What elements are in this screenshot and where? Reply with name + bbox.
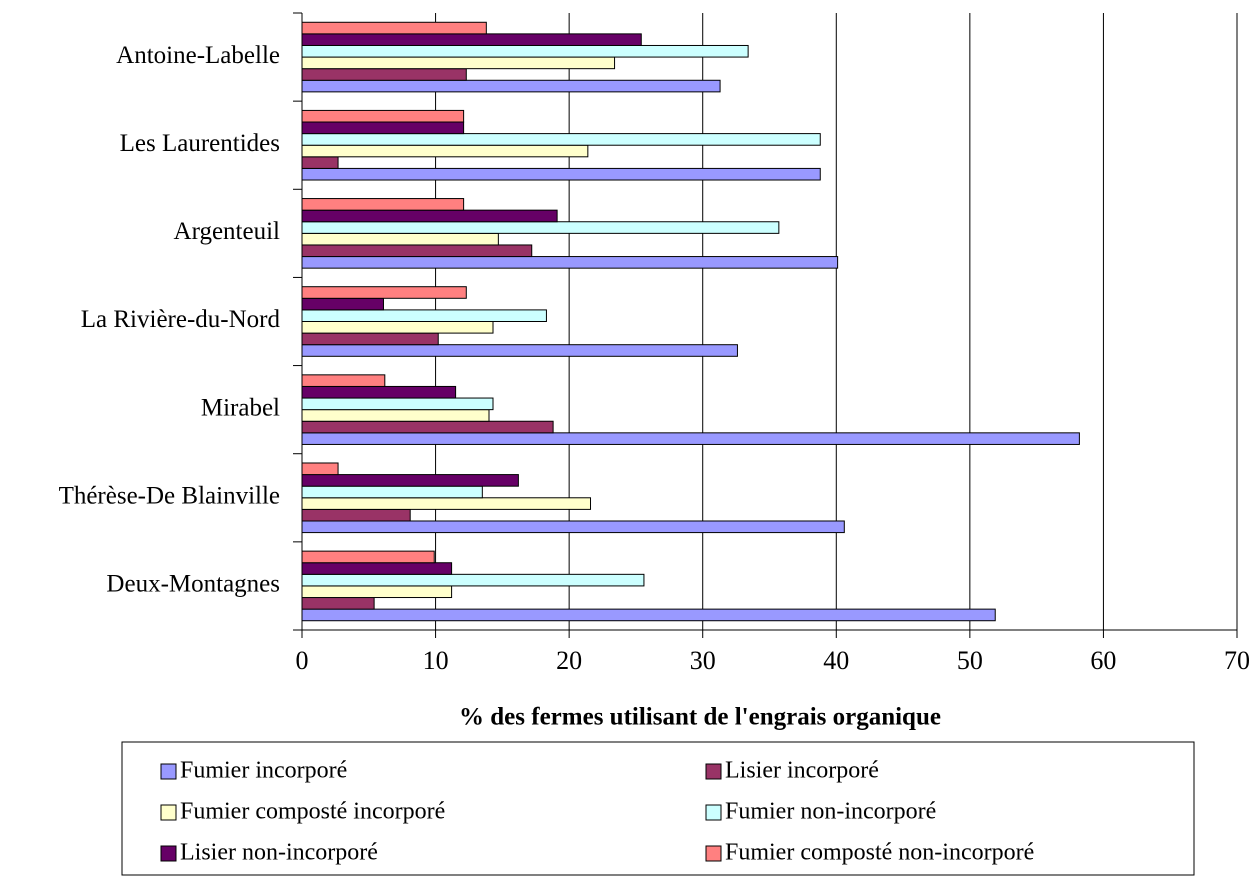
- bar: [301, 608, 996, 622]
- legend-swatch: [160, 804, 177, 821]
- x-tick-label: 40: [823, 646, 849, 675]
- x-tick-label: 20: [556, 646, 582, 675]
- bar: [301, 33, 642, 46]
- bar: [301, 420, 554, 434]
- bar: [301, 209, 558, 223]
- x-tick-label: 30: [690, 646, 716, 675]
- bar: [301, 585, 453, 599]
- bar: [301, 485, 483, 499]
- y-tick-label: Thérèse-De Blainville: [59, 483, 280, 510]
- legend-label: Fumier incorporé: [180, 758, 347, 784]
- bar: [301, 520, 845, 534]
- legend-swatch: [160, 763, 177, 780]
- legend-box: [121, 741, 1195, 876]
- bar: [301, 121, 465, 135]
- bar: [301, 462, 339, 476]
- x-tick-label: 60: [1090, 646, 1116, 675]
- bar: [301, 409, 490, 422]
- bar: [301, 109, 465, 123]
- bar: [301, 232, 499, 246]
- bar: [301, 68, 467, 81]
- y-tick-label: Antoine-Labelle: [116, 42, 280, 69]
- bar: [301, 573, 645, 587]
- bar: [301, 297, 384, 311]
- y-tick-label: La Rivière-du-Nord: [81, 306, 281, 333]
- legend-label: Lisier non-incorporé: [180, 840, 378, 866]
- bar: [301, 432, 1080, 445]
- legend-swatch: [705, 845, 722, 862]
- bar: [301, 309, 547, 322]
- bar: [301, 374, 386, 387]
- x-tick-label: 70: [1224, 646, 1250, 675]
- legend-label: Fumier non-incorporé: [725, 799, 936, 825]
- bar: [301, 79, 721, 93]
- bar: [301, 597, 375, 610]
- bar: [301, 397, 494, 411]
- y-tick-label: Les Laurentides: [120, 130, 280, 157]
- bar: [301, 497, 592, 510]
- bar: [301, 221, 780, 234]
- bar: [301, 344, 738, 357]
- bar: [301, 156, 339, 169]
- x-tick-label: 10: [423, 646, 449, 675]
- bar: [301, 21, 487, 35]
- x-tick-label: 50: [957, 646, 983, 675]
- bar: [301, 144, 589, 158]
- bar: [301, 321, 494, 334]
- bar: [301, 56, 616, 70]
- bar: [301, 550, 435, 564]
- bar: [301, 44, 749, 58]
- y-tick-label: Argenteuil: [174, 218, 281, 245]
- legend-swatch: [160, 845, 177, 862]
- legend-label: Fumier composté incorporé: [180, 799, 445, 825]
- bar: [301, 244, 533, 258]
- bar: [301, 332, 439, 346]
- x-axis-title: % des fermes utilisant de l'engrais orga…: [459, 704, 941, 731]
- bar: [301, 474, 519, 487]
- legend-label: Fumier composté non-incorporé: [725, 840, 1034, 866]
- bar: [301, 385, 457, 399]
- legend-label: Lisier incorporé: [725, 758, 879, 784]
- x-tick-label: 0: [296, 646, 309, 675]
- bar: [301, 256, 839, 269]
- bar: [301, 133, 821, 146]
- bar: [301, 562, 453, 575]
- legend-swatch: [705, 763, 722, 780]
- y-tick-label: Deux-Montagnes: [106, 571, 280, 598]
- legend-swatch: [705, 804, 722, 821]
- bar: [301, 198, 465, 211]
- bar: [301, 508, 411, 522]
- y-tick-label: Mirabel: [201, 394, 280, 421]
- bar: [301, 167, 821, 181]
- bar: [301, 286, 467, 299]
